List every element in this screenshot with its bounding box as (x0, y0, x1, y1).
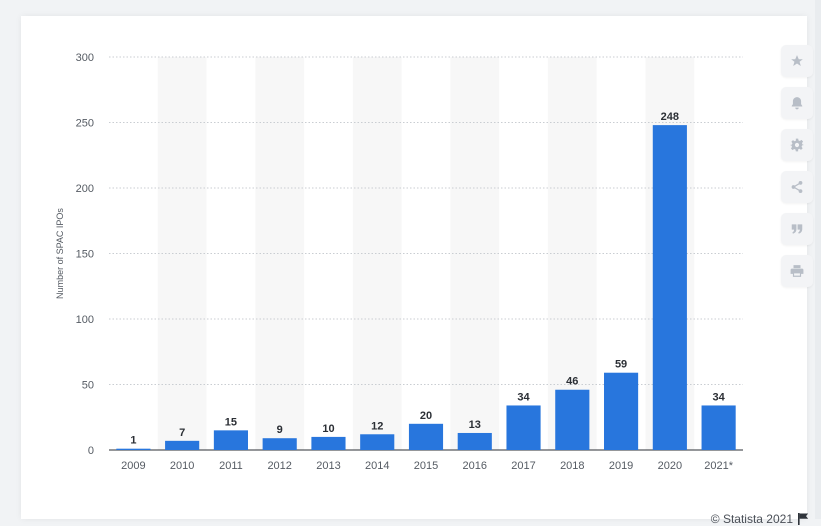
print-button[interactable] (781, 255, 813, 287)
y-tick-label: 100 (76, 314, 94, 326)
x-tick-label: 2017 (511, 460, 535, 472)
bell-icon (791, 97, 803, 110)
bar (262, 438, 297, 450)
data-label: 46 (566, 376, 578, 388)
bar (408, 423, 444, 450)
print-icon (790, 265, 804, 277)
y-tick-label: 0 (88, 445, 94, 457)
share-button[interactable] (781, 171, 813, 203)
data-label: 34 (517, 391, 530, 403)
bar (165, 440, 200, 450)
bar-chart: 0 50 100 150 200 250 300 Number of SPAC IPOs 1 20… (55, 52, 743, 472)
bar (652, 125, 687, 451)
data-label: 248 (661, 111, 679, 123)
column-band (352, 57, 402, 450)
bar (116, 448, 151, 450)
data-label: 20 (420, 410, 432, 422)
page-edge (815, 0, 821, 519)
y-tick-label: 150 (76, 249, 94, 261)
bar (506, 405, 541, 450)
notification-button[interactable] (781, 87, 813, 119)
x-tick-label: 2012 (267, 460, 291, 472)
chart-toolbar (781, 45, 813, 287)
settings-button[interactable] (781, 129, 813, 161)
bar (360, 434, 395, 450)
y-tick-label: 50 (82, 380, 94, 392)
data-label: 1 (130, 435, 136, 447)
star-icon (791, 55, 803, 66)
x-tick-label: 2010 (170, 460, 194, 472)
data-label: 10 (322, 423, 334, 435)
x-tick-label: 2021* (704, 460, 733, 472)
x-tick-label: 2013 (316, 460, 340, 472)
data-label: 7 (179, 427, 185, 439)
y-tick-label: 300 (76, 52, 94, 64)
x-tick-label: 2019 (609, 460, 633, 472)
y-tick-label: 250 (76, 118, 94, 130)
x-tick-label: 2011 (219, 460, 243, 472)
bar (311, 436, 346, 450)
favorite-button[interactable] (781, 45, 813, 77)
chart-card: 0 50 100 150 200 250 300 Number of SPAC IPOs 1 20… (21, 16, 813, 526)
bar (213, 430, 248, 450)
x-tick-label: 2014 (365, 460, 389, 472)
column-band (255, 57, 305, 450)
data-label: 9 (277, 424, 283, 436)
copyright-text: © Statista 2021 (710, 512, 793, 526)
quote-icon (791, 224, 803, 234)
y-tick-label: 200 (76, 183, 94, 195)
gear-icon (790, 138, 804, 152)
x-tick-label: 2015 (414, 460, 438, 472)
x-tick-label: 2016 (463, 460, 487, 472)
x-tick-label: 2018 (560, 460, 584, 472)
bar (604, 372, 639, 450)
bar (457, 432, 492, 450)
x-tick-label: 2009 (121, 460, 145, 472)
data-label: 34 (712, 391, 725, 403)
bar (701, 405, 736, 450)
y-axis-label: Number of SPAC IPOs (55, 208, 65, 299)
data-label: 13 (469, 419, 481, 431)
data-label: 15 (225, 416, 237, 428)
data-label: 12 (371, 420, 383, 432)
statista-footer[interactable]: © Statista 2021 (641, 512, 809, 526)
cite-button[interactable] (781, 213, 813, 245)
x-tick-label: 2020 (658, 460, 682, 472)
data-label: 59 (615, 359, 627, 371)
share-icon (791, 181, 803, 193)
bar (555, 389, 590, 450)
flag-icon (798, 513, 809, 525)
